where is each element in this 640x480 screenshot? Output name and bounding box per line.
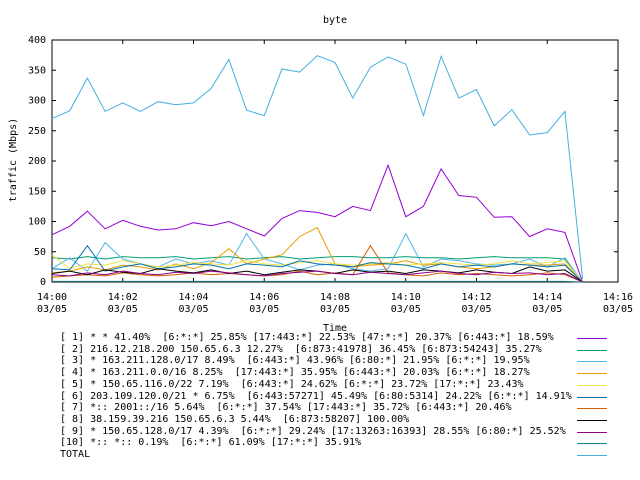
series-line-11 xyxy=(51,54,584,280)
legend-item: [ 4] * 163.211.0.0/16 8.25% [17:443:*] 3… xyxy=(60,367,620,379)
legend-item: [ 9] * 150.65.128.0/17 4.39% [6:*:*] 29.… xyxy=(60,426,620,438)
y-axis-label: traffic (Mbps) xyxy=(8,118,19,202)
x-tick-label-time: 14:02 xyxy=(108,292,138,303)
legend-swatch xyxy=(577,349,607,351)
x-tick-label-time: 14:06 xyxy=(249,292,279,303)
legend-item: [ 2] 216.12.218.200 150.65.6.3 12.27% [6… xyxy=(60,344,620,356)
y-tick-label: 400 xyxy=(28,35,46,46)
x-tick-label-time: 14:10 xyxy=(391,292,421,303)
legend-label: [ 9] * 150.65.128.0/17 4.39% [6:*:*] 29.… xyxy=(60,425,566,437)
y-tick-label: 150 xyxy=(28,186,46,197)
x-tick-label-time: 14:04 xyxy=(178,292,208,303)
x-tick-label-date: 03/05 xyxy=(603,304,633,315)
x-tick-label-date: 03/05 xyxy=(320,304,350,315)
legend-label: [ 6] 203.109.120.0/21 * 6.75% [6:443:572… xyxy=(60,390,572,402)
x-tick-label-date: 03/05 xyxy=(37,304,67,315)
legend-swatch xyxy=(577,396,607,398)
legend-item: [10] *:: *:: 0.19% [6:*:*] 61.09% [17:*:… xyxy=(60,437,620,449)
legend-swatch xyxy=(577,455,607,456)
series-line-10 xyxy=(52,280,583,283)
series-line-6 xyxy=(51,244,583,283)
y-tick-label: 250 xyxy=(28,126,46,137)
y-tick-label: 300 xyxy=(28,96,46,107)
x-tick-label-time: 14:00 xyxy=(37,292,67,303)
x-axis-label: Time xyxy=(323,323,347,334)
legend-item: [ 1] * * 41.40% [6:*:*] 25.85% [17:443:*… xyxy=(60,332,620,344)
plot-area-frame xyxy=(51,39,619,283)
series-line-1 xyxy=(51,163,584,283)
legend-item: [ 5] * 150.65.116.0/22 7.19% [6:443:*] 2… xyxy=(60,379,620,391)
y-axis-ticks: 0 50 100 150 200 250 300 350 400 xyxy=(28,35,618,288)
legend-swatch xyxy=(577,373,607,375)
x-tick-label-date: 03/05 xyxy=(249,304,279,315)
legend-item: [ 7] *:: 2001::/16 5.64% [6:*:*] 37.54% … xyxy=(60,402,620,414)
legend-swatch xyxy=(577,361,607,363)
x-tick-label-time: 14:12 xyxy=(461,292,491,303)
x-tick-label-date: 03/05 xyxy=(108,304,138,315)
series-line-9 xyxy=(51,270,583,283)
series-line-5 xyxy=(51,254,583,283)
legend-label: [ 5] * 150.65.116.0/22 7.19% [6:443:*] 2… xyxy=(60,378,524,390)
x-tick-label-time: 14:08 xyxy=(320,292,350,303)
y-tick-label: 100 xyxy=(28,217,46,228)
x-axis-ticks: 14:0003/0514:0203/0514:0403/0514:0603/05… xyxy=(37,40,633,315)
x-tick-label-date: 03/05 xyxy=(532,304,562,315)
legend-item: [ 3] * 163.211.128.0/17 8.49% [6:443:*] … xyxy=(60,355,620,367)
y-tick-label: 200 xyxy=(28,156,46,167)
legend-label: [ 1] * * 41.40% [6:*:*] 25.85% [17:443:*… xyxy=(60,332,554,343)
chart-title: byte xyxy=(323,15,347,26)
y-tick-label: 350 xyxy=(28,65,46,76)
x-tick-label-time: 14:16 xyxy=(603,292,633,303)
legend-swatch xyxy=(577,419,607,421)
legend-label: [ 8] 38.159.39.216 150.65.6.3 5.44% [6:8… xyxy=(60,413,410,425)
series-line-7 xyxy=(51,244,583,283)
legend-label: [ 2] 216.12.218.200 150.65.6.3 12.27% [6… xyxy=(60,343,542,355)
legend-item: TOTAL xyxy=(60,449,620,461)
y-tick-label: 50 xyxy=(34,247,46,258)
legend-swatch xyxy=(577,408,607,410)
legend-label: [ 3] * 163.211.128.0/17 8.49% [6:443:*] … xyxy=(60,355,530,367)
y-tick-label: 0 xyxy=(40,277,46,288)
series-lines xyxy=(51,54,584,283)
x-tick-label-date: 03/05 xyxy=(391,304,421,315)
series-line-2 xyxy=(51,256,583,283)
x-tick-label-date: 03/05 xyxy=(178,304,208,315)
legend-swatch xyxy=(577,431,607,433)
legend-swatch xyxy=(577,384,607,386)
x-tick-label-date: 03/05 xyxy=(461,304,491,315)
x-tick-label-time: 14:14 xyxy=(532,292,562,303)
legend-label: [ 4] * 163.211.0.0/16 8.25% [17:443:*] 3… xyxy=(60,367,530,379)
legend-label: [10] *:: *:: 0.19% [6:*:*] 61.09% [17:*:… xyxy=(60,437,362,449)
legend-label: TOTAL xyxy=(60,449,91,460)
legend-item: [ 6] 203.109.120.0/21 * 6.75% [6:443:572… xyxy=(60,391,620,403)
legend-swatch xyxy=(577,338,607,339)
legend-swatch xyxy=(577,443,607,445)
legend-label: [ 7] *:: 2001::/16 5.64% [6:*:*] 37.54% … xyxy=(60,402,512,414)
legend-item: [ 8] 38.159.39.216 150.65.6.3 5.44% [6:8… xyxy=(60,414,620,426)
